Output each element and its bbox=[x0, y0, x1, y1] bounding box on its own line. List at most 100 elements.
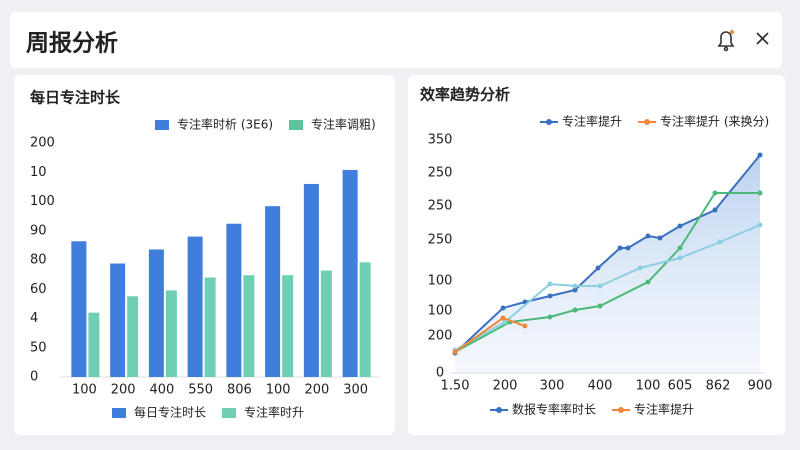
y-tick-label: 0 bbox=[436, 366, 444, 381]
x-tick-label: 605 bbox=[668, 379, 693, 394]
point bbox=[757, 222, 763, 228]
point bbox=[717, 239, 723, 245]
y-tick-label: 250 bbox=[428, 199, 453, 214]
bar bbox=[165, 290, 177, 377]
bar bbox=[320, 270, 332, 377]
legend-label: 每日专注时长 bbox=[134, 405, 206, 420]
x-tick-label: 200 bbox=[493, 379, 518, 394]
x-tick-label: 862 bbox=[706, 379, 731, 394]
point bbox=[645, 279, 651, 285]
bar bbox=[282, 275, 294, 377]
x-tick-label: 806 bbox=[227, 383, 252, 398]
y-tick-label: 60 bbox=[30, 282, 47, 297]
point bbox=[597, 303, 603, 309]
point bbox=[637, 265, 643, 271]
point bbox=[500, 315, 506, 321]
bell-icon[interactable] bbox=[717, 30, 735, 52]
bar bbox=[243, 275, 255, 377]
point bbox=[757, 152, 763, 158]
point bbox=[712, 207, 718, 213]
point bbox=[547, 314, 553, 320]
header-bar bbox=[10, 12, 782, 68]
point bbox=[677, 255, 683, 261]
y-tick-label: 100 bbox=[428, 274, 453, 289]
legend-label: 专注率时升 bbox=[244, 405, 304, 420]
x-tick-label: 900 bbox=[748, 379, 773, 394]
point bbox=[757, 190, 763, 196]
legend-label: 专注率提升 (来换分) bbox=[660, 114, 769, 129]
bar bbox=[359, 262, 371, 377]
x-tick-label: 300 bbox=[343, 383, 368, 398]
point bbox=[572, 307, 578, 313]
point bbox=[500, 305, 506, 311]
x-tick-label: 400 bbox=[149, 383, 174, 398]
y-tick-label: 4 bbox=[30, 311, 38, 326]
legend-label: 专注率时析 (3E6) bbox=[177, 117, 273, 132]
chart-title: 效率趋势分析 bbox=[420, 86, 510, 104]
x-tick-label: 200 bbox=[111, 383, 136, 398]
y-tick-label: 350 bbox=[428, 133, 453, 148]
x-tick-label: 400 bbox=[588, 379, 613, 394]
x-tick-label: 100 bbox=[72, 383, 97, 398]
point bbox=[547, 281, 553, 287]
legend-swatch bbox=[289, 120, 304, 130]
page-title: 周报分析 bbox=[26, 31, 118, 57]
y-tick-label: 0 bbox=[30, 370, 38, 385]
point bbox=[625, 245, 631, 251]
legend-swatch bbox=[496, 407, 502, 413]
y-tick-label: 80 bbox=[30, 253, 47, 268]
bar bbox=[127, 296, 139, 377]
point bbox=[572, 283, 578, 289]
chart-title: 每日专注时长 bbox=[30, 89, 121, 107]
point bbox=[645, 233, 651, 239]
point bbox=[617, 245, 623, 251]
point bbox=[657, 235, 663, 241]
legend-swatch bbox=[546, 119, 552, 125]
legend-swatch bbox=[222, 408, 237, 418]
y-tick-label: 250 bbox=[428, 166, 453, 181]
point bbox=[677, 245, 683, 251]
x-tick-label: 550 bbox=[188, 383, 213, 398]
point bbox=[547, 293, 553, 299]
bar bbox=[110, 263, 126, 377]
legend-swatch bbox=[644, 119, 651, 125]
legend-label: 数报专率率时长 bbox=[512, 402, 596, 417]
x-tick-label: 1.50 bbox=[441, 379, 470, 394]
close-icon[interactable] bbox=[756, 32, 769, 45]
point bbox=[502, 319, 508, 325]
panel bbox=[14, 75, 395, 435]
bar bbox=[71, 241, 87, 377]
y-tick-label: 90 bbox=[30, 223, 47, 238]
x-tick-label: 100 bbox=[266, 383, 291, 398]
legend-label: 专注率提升 bbox=[562, 114, 622, 129]
bar bbox=[265, 206, 281, 377]
point bbox=[712, 190, 718, 196]
y-tick-label: 50 bbox=[30, 340, 47, 355]
bar bbox=[226, 223, 242, 377]
legend-swatch bbox=[155, 120, 169, 130]
legend-label: 专注率提升 bbox=[634, 402, 694, 417]
bar bbox=[303, 183, 319, 377]
point bbox=[677, 223, 683, 229]
x-tick-label: 300 bbox=[540, 379, 565, 394]
point bbox=[522, 323, 528, 329]
y-tick-label: 100 bbox=[30, 194, 55, 209]
y-tick-label: 200 bbox=[30, 136, 55, 151]
bar bbox=[88, 312, 100, 377]
bar bbox=[187, 236, 203, 377]
point bbox=[572, 287, 578, 293]
bar bbox=[342, 169, 358, 377]
bar bbox=[204, 277, 216, 377]
legend-swatch bbox=[618, 407, 625, 413]
x-tick-label: 100 bbox=[636, 379, 661, 394]
point bbox=[452, 349, 458, 355]
y-tick-label: 100 bbox=[428, 304, 453, 319]
legend-swatch bbox=[112, 408, 126, 418]
bar bbox=[148, 249, 164, 377]
point bbox=[597, 283, 603, 289]
point bbox=[595, 265, 601, 271]
legend-label: 专注率调粗) bbox=[311, 117, 376, 132]
y-tick-label: 10 bbox=[30, 165, 47, 180]
